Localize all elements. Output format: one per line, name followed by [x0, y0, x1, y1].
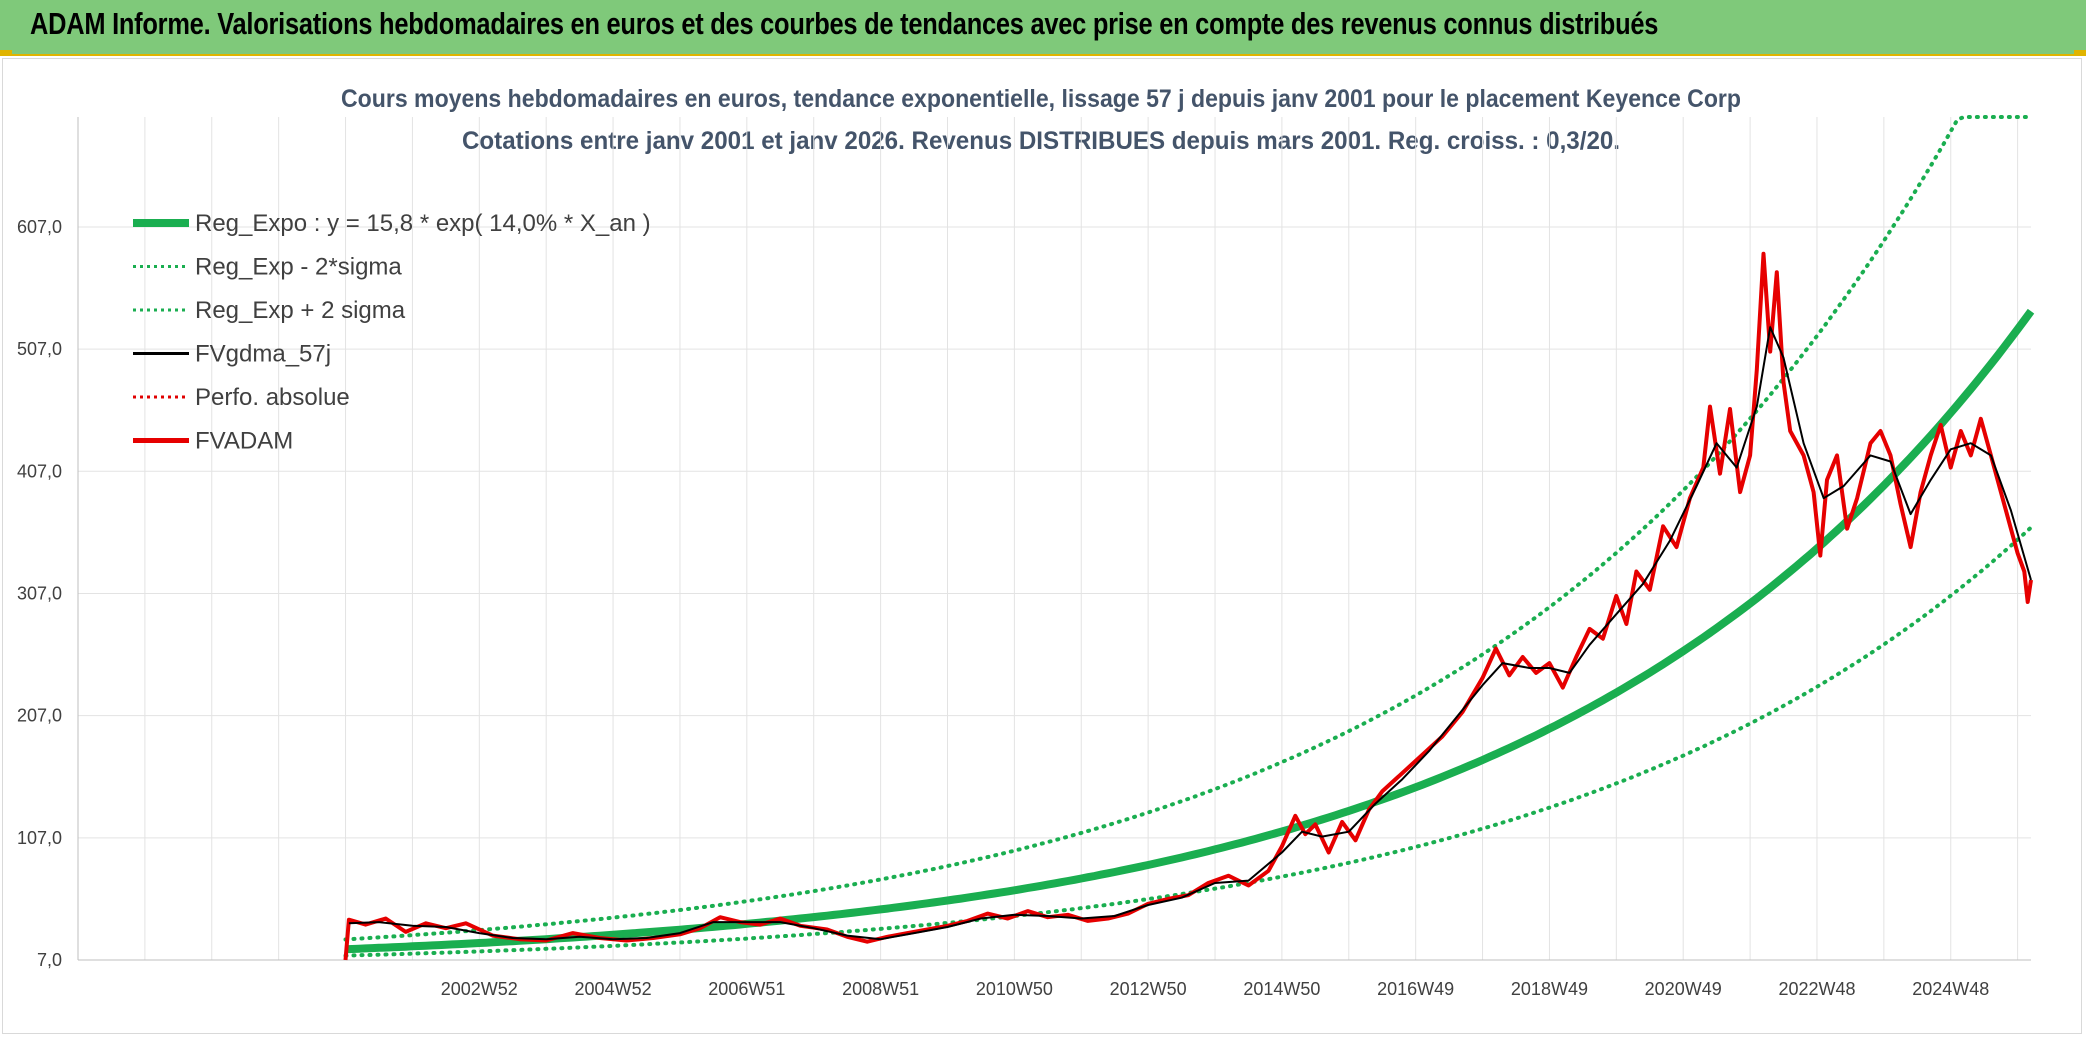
axes: 7,0 107,0 207,0 307,0 407,0 507,0 607,0 2002W52… — [17, 117, 1989, 999]
x-tick-label: 2012W50 — [1110, 979, 1187, 999]
report-title: ADAM Informe. Valorisations hebdomadaire… — [30, 6, 1659, 41]
chart-frame: Cours moyens hebdomadaires en euros, ten… — [2, 58, 2082, 1034]
y-tick-label: 207,0 — [17, 706, 62, 726]
y-tick-label: 507,0 — [17, 339, 62, 359]
x-tick-label: 2018W49 — [1511, 979, 1588, 999]
chart-title-line1: Cours moyens hebdomadaires en euros, ten… — [341, 85, 1741, 113]
x-tick-label: 2022W48 — [1778, 979, 1855, 999]
banner-corner-right — [2074, 50, 2086, 56]
legend-label: Reg_Expo : y = 15,8 * exp( 14,0% * X_an … — [195, 210, 651, 237]
x-tick-label: 2002W52 — [441, 979, 518, 999]
chart-title-line2: Cotations entre janv 2001 et janv 2026. … — [462, 127, 1620, 155]
report-banner: ADAM Informe. Valorisations hebdomadaire… — [0, 0, 2086, 56]
series-reg-expo — [345, 308, 2035, 954]
chart-svg: Cours moyens hebdomadaires en euros, ten… — [17, 85, 2035, 999]
legend: Reg_Expo : y = 15,8 * exp( 14,0% * X_an … — [133, 210, 651, 455]
series — [343, 115, 2035, 961]
series-fvadam — [343, 251, 2033, 961]
legend-label: Perfo. absolue — [195, 384, 350, 411]
gridlines — [78, 117, 2031, 961]
y-tick-label: 7,0 — [37, 950, 62, 970]
x-tick-label: 2006W51 — [708, 979, 785, 999]
y-tick-label: 307,0 — [17, 583, 62, 603]
legend-label: Reg_Exp + 2 sigma — [195, 297, 406, 324]
x-tick-label: 2010W50 — [976, 979, 1053, 999]
x-tick-label: 2024W48 — [1912, 979, 1989, 999]
banner-corner-left — [0, 50, 12, 56]
legend-label: FVgdma_57j — [195, 341, 331, 368]
legend-label: Reg_Exp - 2*sigma — [195, 254, 402, 281]
y-tick-label: 607,0 — [17, 217, 62, 237]
x-tick-label: 2020W49 — [1645, 979, 1722, 999]
series-reg-exp-minus-2sigma — [343, 525, 2033, 958]
series-fvgdma-57j — [348, 326, 2032, 941]
x-tick-label: 2004W52 — [575, 979, 652, 999]
series-reg-exp-plus-2sigma — [343, 115, 2033, 942]
x-tick-label: 2016W49 — [1377, 979, 1454, 999]
legend-label: FVADAM — [195, 428, 293, 455]
x-tick-label: 2008W51 — [842, 979, 919, 999]
x-tick-label: 2014W50 — [1243, 979, 1320, 999]
y-tick-label: 107,0 — [17, 828, 62, 848]
y-tick-label: 407,0 — [17, 461, 62, 481]
